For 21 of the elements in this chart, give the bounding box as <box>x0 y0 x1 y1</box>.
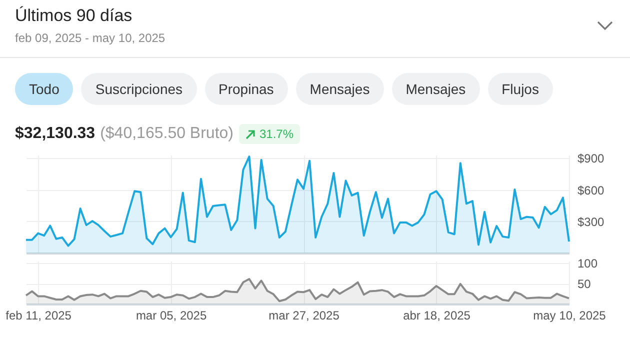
x-tick-label: mar 05, 2025 <box>136 308 207 322</box>
text: Suscripciones <box>81 73 197 105</box>
text: Flujos <box>488 73 553 105</box>
x-tick-label: feb 11, 2025 <box>6 308 72 322</box>
text: ($40,165.50 Bruto) <box>100 125 234 143</box>
text: Todo <box>15 73 74 105</box>
text: 31.7% <box>260 127 294 141</box>
x-tick-label: abr 18, 2025 <box>403 308 471 322</box>
text: Mensajes <box>296 73 384 105</box>
y-tick-label: $300 <box>578 214 605 229</box>
y-tick-label: 100 <box>578 256 598 271</box>
x-tick-label: may 10, 2025 <box>533 308 606 322</box>
y-tick-label: $600 <box>578 183 605 198</box>
text: $32,130.33 <box>15 125 96 143</box>
text: Propinas <box>204 73 288 105</box>
chart-title: Últimos 90 días <box>15 6 132 26</box>
text: Mensajes <box>392 73 480 105</box>
y-tick-label: $900 <box>578 152 605 166</box>
y-tick-label: 50 <box>578 277 592 292</box>
chart-subtitle: feb 09, 2025 - may 10, 2025 <box>15 31 166 45</box>
x-tick-label: mar 27, 2025 <box>268 308 340 322</box>
